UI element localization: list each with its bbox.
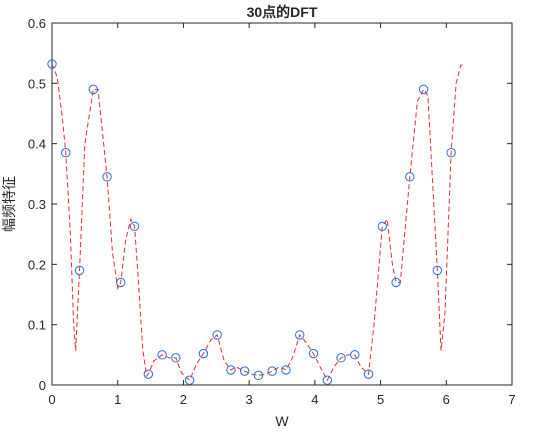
y-tick-label: 0.3	[28, 197, 46, 212]
series-0-point-17	[281, 365, 291, 375]
series-0-point-13	[226, 365, 236, 375]
y-tick-label: 0.5	[28, 76, 46, 91]
series-0-point-26	[405, 172, 415, 182]
series-0-point-18	[295, 330, 305, 340]
chart-title: 30点的DFT	[247, 4, 318, 20]
series-0-point-15	[253, 370, 264, 381]
y-axis-label: 幅频特征	[1, 176, 17, 232]
series-0-point-4	[102, 172, 112, 182]
x-tick-label: 0	[48, 392, 55, 407]
plot-frame	[51, 22, 513, 386]
series-0-point-20	[322, 375, 332, 385]
series-layer	[47, 59, 466, 385]
series-0-point-9	[171, 353, 181, 363]
y-axis: 0 0.1 0.2 0.3 0.4 0.5 0.6	[28, 16, 512, 393]
y-tick-label: 0.4	[28, 137, 46, 152]
series-0-point-3	[88, 84, 98, 95]
series-0-point-8	[157, 350, 167, 360]
x-tick-label: 7	[508, 392, 515, 407]
series-0-point-14	[239, 366, 250, 376]
series-0-point-16	[267, 366, 277, 376]
series-0-point-21	[336, 353, 346, 363]
x-tick-label: 3	[246, 392, 253, 407]
series-0-point-28	[432, 265, 443, 276]
series-0-point-25	[391, 277, 401, 288]
series-0-point-1	[61, 148, 71, 158]
y-tick-label: 0.2	[28, 257, 46, 272]
series-0-point-12	[212, 330, 222, 340]
series-0-point-2	[74, 265, 85, 276]
x-tick-label: 6	[443, 392, 450, 407]
series-0-point-0	[47, 59, 57, 69]
series-0-point-6	[129, 221, 140, 232]
x-axis: 0 1 2 3 4 5 6 7	[48, 23, 516, 407]
x-tick-label: 1	[114, 392, 121, 407]
series-0-point-22	[350, 350, 360, 360]
y-tick-label: 0	[39, 378, 46, 393]
y-tick-label: 0.1	[28, 318, 46, 333]
series-0-point-23	[363, 369, 374, 379]
series-0-point-5	[116, 277, 126, 288]
x-tick-label: 5	[377, 392, 384, 407]
series-0-point-10	[184, 375, 195, 385]
x-tick-label: 4	[311, 392, 318, 407]
series-0-point-27	[418, 84, 429, 95]
x-axis-label: W	[275, 413, 289, 429]
series-1-dashed-line	[51, 63, 466, 382]
x-tick-label: 2	[180, 392, 187, 407]
series-0-point-29	[446, 148, 456, 158]
series-0-point-24	[377, 221, 388, 232]
series-0-point-11	[198, 348, 209, 359]
series-0-point-7	[143, 369, 154, 379]
series-0-point-19	[308, 348, 319, 359]
y-tick-label: 0.6	[28, 16, 46, 31]
